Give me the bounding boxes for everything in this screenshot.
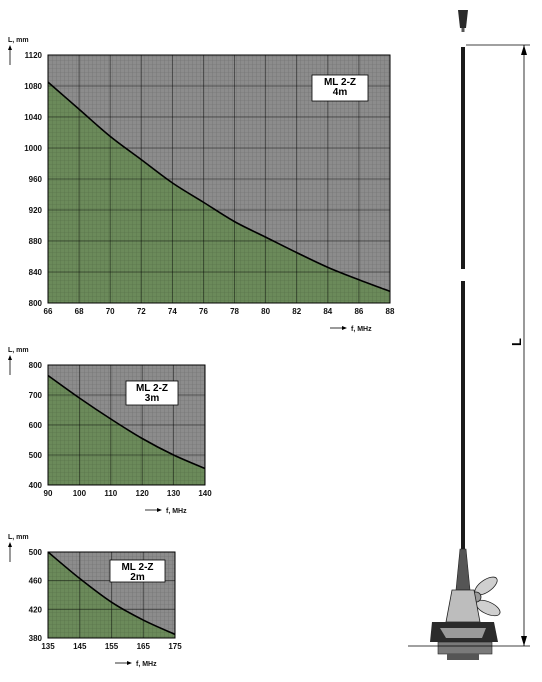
chart-frame — [47, 364, 206, 486]
x-tick-label: 84 — [323, 307, 332, 316]
model-badge-line: ML 2-Z — [136, 383, 168, 394]
y-axis-label: L, mm — [8, 37, 29, 44]
x-tick-label: 110 — [104, 489, 117, 498]
y-tick-label: 840 — [29, 268, 43, 277]
x-axis-label: f, MHz — [166, 508, 187, 515]
x-tick-label: 155 — [105, 642, 119, 651]
antenna-illustration: L — [408, 10, 530, 660]
antenna-tip-icon — [458, 10, 468, 28]
y-tick-label: 880 — [29, 237, 43, 246]
model-badge — [109, 559, 166, 583]
y-tick-label: 1080 — [24, 82, 42, 91]
x-tick-label: 100 — [73, 489, 87, 498]
chart-curve — [47, 374, 206, 470]
x-tick-label: 70 — [106, 307, 115, 316]
x-tick-label: 90 — [44, 489, 53, 498]
x-tick-label: 78 — [230, 307, 239, 316]
model-badge-line: 3m — [145, 393, 160, 404]
chart-curve — [47, 551, 176, 636]
antenna-upper-rod — [461, 47, 465, 269]
y-tick-label: 800 — [29, 361, 43, 370]
x-axis-arrowhead-icon — [342, 326, 347, 330]
x-tick-label: 140 — [198, 489, 212, 498]
y-tick-label: 1000 — [24, 144, 42, 153]
x-tick-label: 80 — [261, 307, 270, 316]
model-badge-line: 4m — [333, 87, 348, 98]
x-tick-label: 175 — [168, 642, 182, 651]
x-tick-label: 130 — [167, 489, 181, 498]
chart-1: 66 68 70 72 74 76 78 80 82 84 86 88 800 840 880 920 960 1… — [8, 37, 395, 333]
x-axis-arrowhead-icon — [157, 508, 162, 512]
model-badge-line: ML 2-Z — [121, 562, 153, 573]
x-tick-label: 120 — [136, 489, 150, 498]
x-tick-label: 68 — [75, 307, 84, 316]
x-axis-label: f, MHz — [136, 661, 157, 668]
x-axis-arrowhead-icon — [127, 661, 132, 665]
model-badge-line: ML 2-Z — [324, 77, 356, 88]
y-tick-label: 400 — [29, 481, 43, 490]
y-axis-label: L, mm — [8, 534, 29, 541]
x-tick-label: 76 — [199, 307, 208, 316]
y-tick-label: 460 — [29, 577, 43, 586]
y-tick-label: 700 — [29, 391, 43, 400]
y-tick-label: 500 — [29, 548, 43, 557]
charts-group: 66 68 70 72 74 76 78 80 82 84 86 88 800 840 880 920 960 1… — [8, 37, 395, 668]
x-axis-label: f, MHz — [351, 326, 372, 333]
chart-frame — [47, 551, 176, 639]
length-dimension-label: L — [509, 338, 524, 346]
x-tick-label: 74 — [168, 307, 177, 316]
model-badge-line: 2m — [130, 572, 145, 583]
y-tick-label: 800 — [29, 299, 43, 308]
x-tick-label: 88 — [386, 307, 395, 316]
y-tick-label: 1120 — [25, 51, 43, 60]
x-tick-label: 66 — [44, 307, 53, 316]
y-tick-label: 1040 — [24, 113, 42, 122]
chart-frame — [47, 54, 391, 304]
y-axis-arrowhead-icon — [8, 45, 12, 50]
model-badge — [311, 74, 369, 102]
x-tick-label: 165 — [137, 642, 151, 651]
model-badge — [125, 380, 179, 406]
y-axis-arrowhead-icon — [8, 542, 12, 547]
y-tick-label: 420 — [29, 605, 43, 614]
antenna-spring — [455, 548, 471, 591]
y-tick-label: 500 — [29, 451, 43, 460]
length-dimension: L — [509, 45, 527, 646]
y-axis-label: L, mm — [8, 347, 29, 354]
x-tick-label: 82 — [292, 307, 301, 316]
x-tick-label: 72 — [137, 307, 146, 316]
antenna-clamp — [445, 589, 481, 623]
chart-curve — [47, 81, 391, 293]
x-tick-label: 86 — [354, 307, 363, 316]
y-axis-arrowhead-icon — [8, 355, 12, 360]
y-tick-label: 380 — [29, 634, 43, 643]
y-tick-label: 960 — [29, 175, 43, 184]
y-tick-label: 600 — [29, 421, 43, 430]
x-tick-label: 145 — [73, 642, 87, 651]
y-tick-label: 920 — [29, 206, 43, 215]
antenna-lower-rod — [461, 281, 465, 549]
x-tick-label: 135 — [41, 642, 55, 651]
